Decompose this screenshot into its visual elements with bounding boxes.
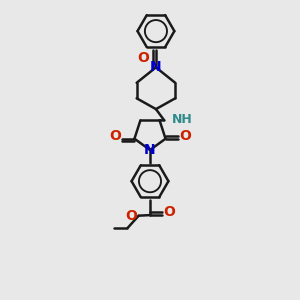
- Text: N: N: [149, 60, 161, 74]
- Text: O: O: [109, 129, 121, 143]
- Text: O: O: [126, 209, 137, 223]
- Text: NH: NH: [172, 113, 193, 126]
- Text: N: N: [144, 143, 156, 157]
- Text: O: O: [164, 206, 176, 219]
- Text: O: O: [137, 52, 149, 65]
- Text: O: O: [179, 129, 191, 143]
